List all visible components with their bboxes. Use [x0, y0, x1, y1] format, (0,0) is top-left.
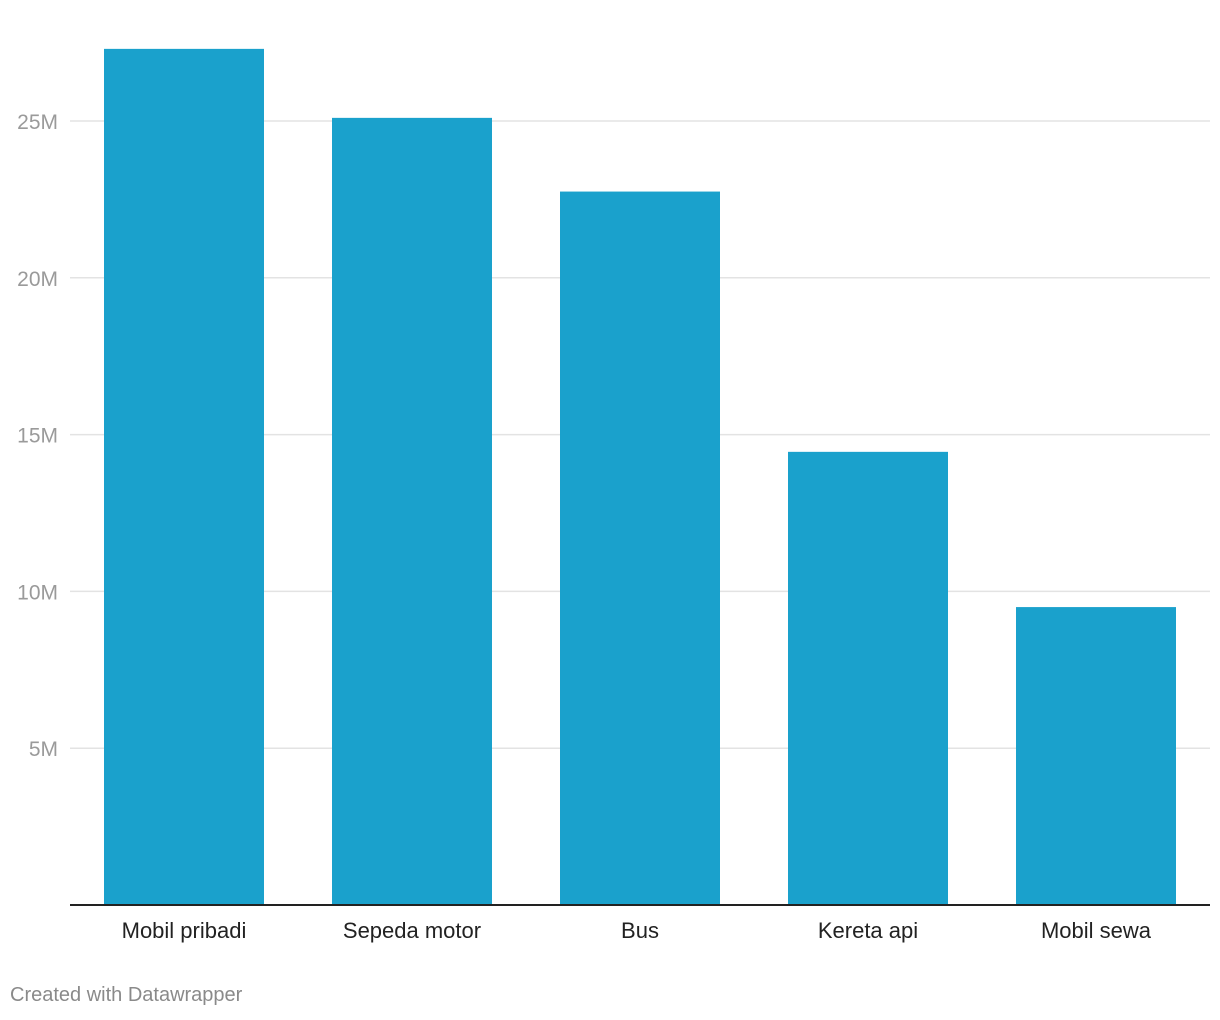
- x-category-label: Mobil sewa: [1041, 918, 1152, 943]
- y-tick-label: 10M: [17, 581, 58, 604]
- bar: [104, 48, 264, 905]
- credit-text: Created with Datawrapper: [10, 984, 243, 1006]
- y-axis-ticks: 5M 10M 15M 20M 25M: [17, 111, 58, 761]
- x-axis-labels: Mobil pribadi Sepeda motor Bus Kereta api Mo…: [122, 918, 1152, 943]
- bar: [560, 191, 720, 905]
- y-tick-label: 15M: [17, 425, 58, 448]
- y-tick-label: 25M: [17, 111, 58, 134]
- y-tick-label: 5M: [29, 738, 58, 761]
- x-category-label: Mobil pribadi: [122, 918, 247, 943]
- x-category-label: Bus: [621, 918, 659, 943]
- bar: [788, 451, 948, 905]
- x-category-label: Sepeda motor: [343, 918, 481, 943]
- bar: [1016, 607, 1176, 905]
- x-category-label: Kereta api: [818, 918, 918, 943]
- bars: [104, 48, 1176, 905]
- y-tick-label: 20M: [17, 268, 58, 291]
- bar: [332, 117, 492, 905]
